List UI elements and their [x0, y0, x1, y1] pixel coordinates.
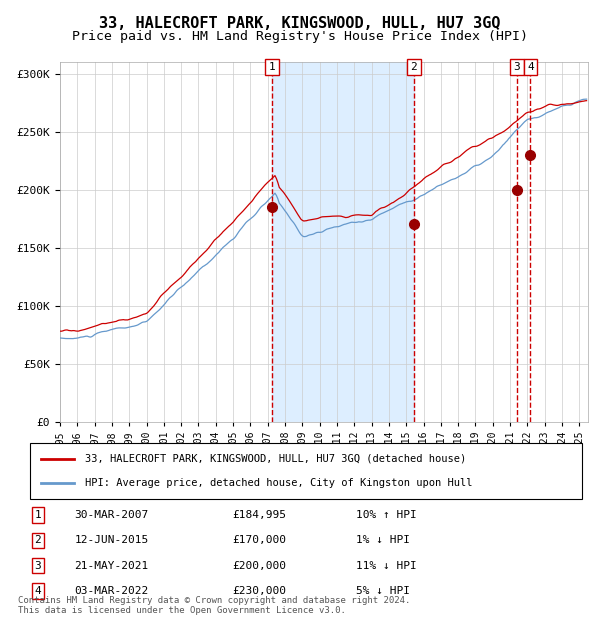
- Text: £184,995: £184,995: [232, 510, 286, 520]
- Text: 1% ↓ HPI: 1% ↓ HPI: [356, 536, 410, 546]
- Text: 12-JUN-2015: 12-JUN-2015: [74, 536, 149, 546]
- Text: 30-MAR-2007: 30-MAR-2007: [74, 510, 149, 520]
- Text: Contains HM Land Registry data © Crown copyright and database right 2024.
This d: Contains HM Land Registry data © Crown c…: [18, 596, 410, 615]
- Text: 3: 3: [514, 62, 520, 72]
- Bar: [272, 62, 414, 422]
- Text: 5% ↓ HPI: 5% ↓ HPI: [356, 586, 410, 596]
- Text: 21-MAY-2021: 21-MAY-2021: [74, 560, 149, 570]
- Text: 10% ↑ HPI: 10% ↑ HPI: [356, 510, 417, 520]
- Text: £200,000: £200,000: [232, 560, 286, 570]
- Text: 1: 1: [269, 62, 275, 72]
- Text: 1: 1: [34, 510, 41, 520]
- FancyBboxPatch shape: [30, 443, 582, 499]
- Text: 11% ↓ HPI: 11% ↓ HPI: [356, 560, 417, 570]
- Text: 4: 4: [34, 586, 41, 596]
- Text: 03-MAR-2022: 03-MAR-2022: [74, 586, 149, 596]
- Text: 2: 2: [410, 62, 417, 72]
- Text: HPI: Average price, detached house, City of Kingston upon Hull: HPI: Average price, detached house, City…: [85, 479, 473, 489]
- Text: £230,000: £230,000: [232, 586, 286, 596]
- Text: 33, HALECROFT PARK, KINGSWOOD, HULL, HU7 3GQ (detached house): 33, HALECROFT PARK, KINGSWOOD, HULL, HU7…: [85, 454, 466, 464]
- Text: 2: 2: [34, 536, 41, 546]
- Text: 4: 4: [527, 62, 534, 72]
- Text: 33, HALECROFT PARK, KINGSWOOD, HULL, HU7 3GQ: 33, HALECROFT PARK, KINGSWOOD, HULL, HU7…: [99, 16, 501, 30]
- Text: £170,000: £170,000: [232, 536, 286, 546]
- Text: 3: 3: [34, 560, 41, 570]
- Text: Price paid vs. HM Land Registry's House Price Index (HPI): Price paid vs. HM Land Registry's House …: [72, 30, 528, 43]
